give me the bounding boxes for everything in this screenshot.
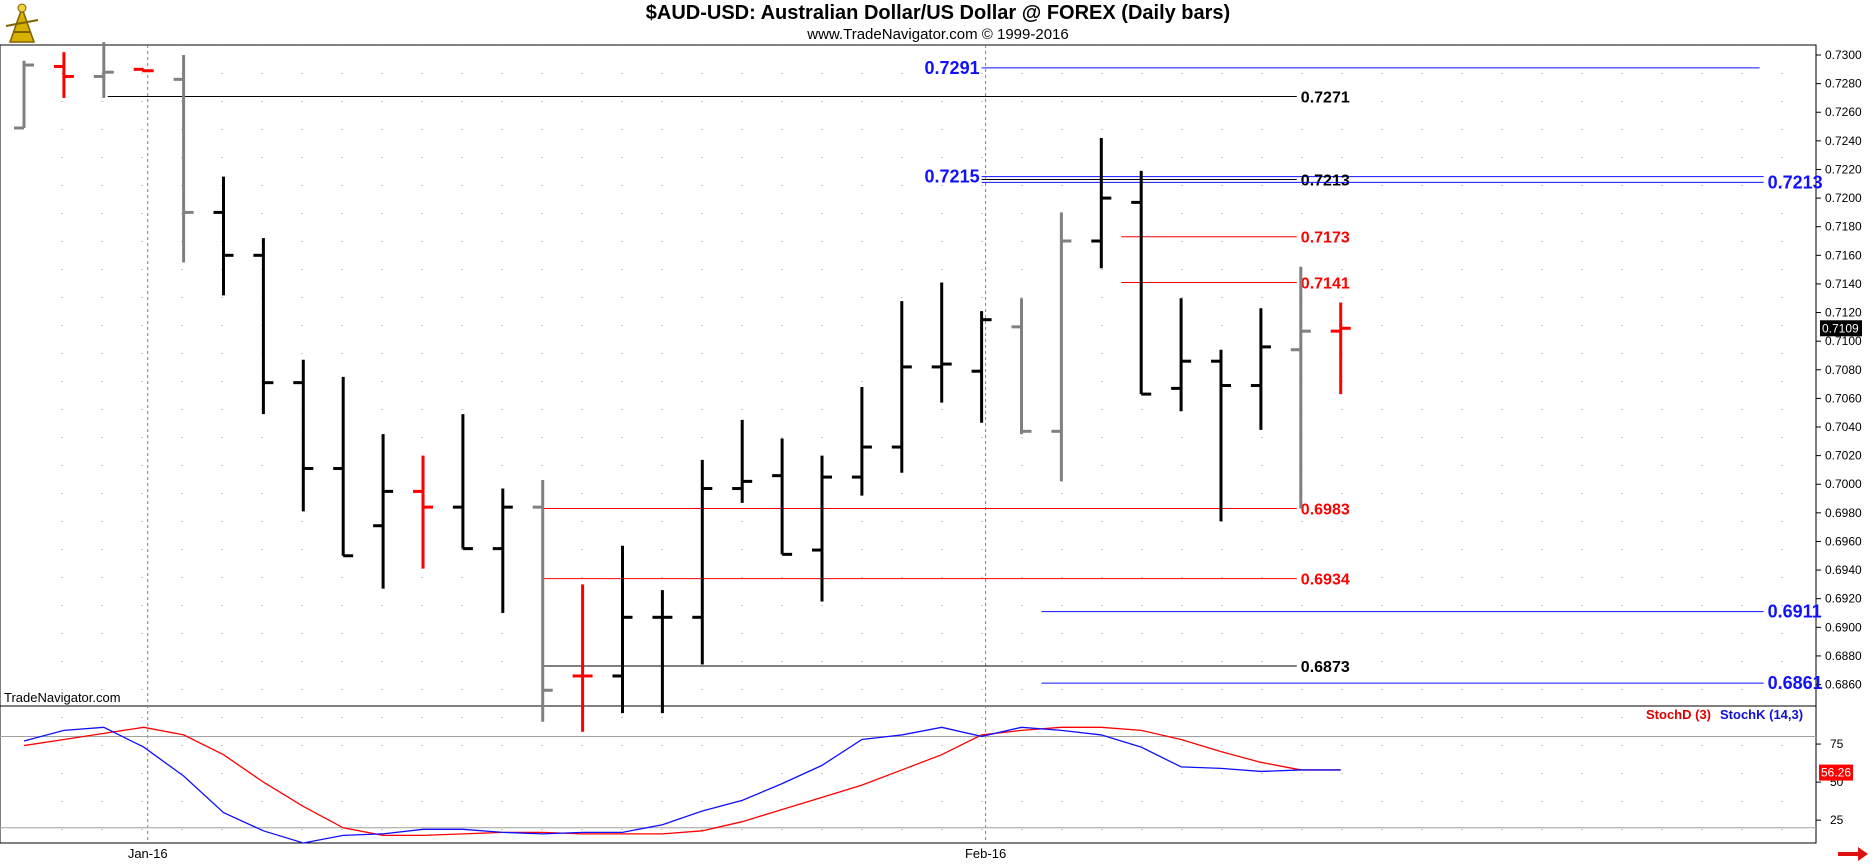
- ohlc-bar: [1211, 349, 1231, 522]
- level-label: 0.7291: [925, 58, 980, 78]
- ohlc-bar: [772, 438, 793, 556]
- ohlc-bar: [413, 455, 433, 569]
- level-label: 0.7141: [1301, 276, 1350, 293]
- stoch-last-value-label: 56.26: [1821, 766, 1851, 780]
- chart-title: $AUD-USD: Australian Dollar/US Dollar @ …: [645, 2, 1231, 24]
- price-axis-label: 0.7000: [1825, 477, 1862, 491]
- stoch-axis-label: 25: [1830, 813, 1844, 827]
- tradenavigator-logo-icon[interactable]: [2, 2, 42, 44]
- legend-stoch-k: StochK (14,3): [1720, 707, 1804, 722]
- price-axis-label: 0.6960: [1825, 534, 1862, 548]
- price-axis-label: 0.7060: [1825, 391, 1862, 405]
- ohlc-bar: [1051, 212, 1072, 482]
- price-axis-label: 0.6940: [1825, 563, 1862, 577]
- price-axis-label: 0.7280: [1825, 77, 1862, 91]
- price-axis-label: 0.6900: [1825, 620, 1862, 634]
- ohlc-bar: [1011, 298, 1032, 435]
- watermark-label: TradeNavigator.com: [4, 690, 121, 705]
- ohlc-bar: [532, 479, 553, 722]
- stoch-last-value-tag: [1819, 764, 1853, 781]
- ohlc-bar: [1171, 298, 1192, 412]
- stoch-d-line: [23, 726, 1341, 837]
- level-label: 0.6873: [1301, 659, 1350, 676]
- ohlc-bar: [1330, 302, 1351, 395]
- price-axis-label: 0.7160: [1825, 248, 1862, 262]
- ohlc-bar: [1290, 266, 1311, 509]
- ohlc-bar: [652, 590, 673, 714]
- price-axis-label: 0.7200: [1825, 191, 1862, 205]
- price-axis-label: 0.7180: [1825, 220, 1862, 234]
- price-axis-label: 0.7220: [1825, 162, 1862, 176]
- ohlc-bar: [14, 60, 34, 130]
- ohlc-bar: [93, 42, 114, 98]
- ohlc-bar: [692, 459, 713, 665]
- level-label: 0.6861: [1768, 673, 1823, 693]
- price-axis-label: 0.6860: [1825, 678, 1862, 692]
- ohlc-bar: [133, 67, 154, 73]
- price-axis-label: 0.7120: [1825, 306, 1862, 320]
- ohlc-bar: [572, 584, 593, 732]
- ohlc-bar: [53, 52, 74, 98]
- ohlc-bar: [213, 176, 234, 296]
- ohlc-bar: [931, 282, 952, 403]
- ohlc-bar: [732, 419, 753, 503]
- ohlc-bar: [891, 301, 912, 473]
- ohlc-bars: [14, 42, 1351, 732]
- chart-subtitle: www.TradeNavigator.com © 1999-2016: [807, 26, 1069, 43]
- date-axis-label: Jan-16: [128, 846, 168, 861]
- date-axis-label: Feb-16: [965, 846, 1006, 861]
- last-price-tag: [1820, 320, 1862, 337]
- price-grid: [61, 45, 1783, 843]
- price-axis-label: 0.6980: [1825, 506, 1862, 520]
- last-price-label: 0.7109: [1822, 321, 1859, 335]
- ohlc-bar: [1091, 137, 1112, 269]
- scroll-right-arrow-icon[interactable]: [1838, 847, 1868, 861]
- price-axis-label: 0.7080: [1825, 363, 1862, 377]
- ohlc-bar: [1131, 170, 1152, 396]
- stoch-k-line: [23, 726, 1341, 844]
- level-label: 0.6911: [1768, 602, 1822, 622]
- ohlc-bar: [293, 359, 314, 512]
- ohlc-bar: [373, 434, 394, 589]
- ohlc-bar: [253, 238, 274, 415]
- price-axis-label: 0.7260: [1825, 105, 1862, 119]
- price-axis-label: 0.7100: [1825, 334, 1862, 348]
- ohlc-bar: [452, 414, 473, 551]
- level-label: 0.6934: [1301, 572, 1350, 589]
- ohlc-bar: [971, 311, 992, 423]
- stoch-axis-label: 75: [1830, 737, 1844, 751]
- ohlc-bar: [812, 455, 832, 602]
- price-axis-label: 0.7040: [1825, 420, 1862, 434]
- price-axis-label: 0.7020: [1825, 449, 1862, 463]
- ohlc-bar: [173, 55, 194, 263]
- ohlc-bar: [333, 376, 354, 558]
- level-label: 0.7215: [925, 167, 980, 187]
- ohlc-bar: [851, 386, 872, 496]
- ohlc-bar: [612, 545, 633, 714]
- price-axis-label: 0.7240: [1825, 134, 1862, 148]
- level-label: 0.7271: [1301, 90, 1350, 107]
- level-label: 0.7173: [1301, 230, 1350, 247]
- legend-stoch-d: StochD (3): [1646, 707, 1711, 722]
- price-axis-label: 0.6880: [1825, 649, 1862, 663]
- ohlc-bar: [492, 488, 513, 614]
- price-axis-label: 0.7140: [1825, 277, 1862, 291]
- plot-frame: [0, 44, 1817, 844]
- level-label: 0.7213: [1301, 172, 1350, 189]
- price-axis-label: 0.7300: [1825, 48, 1862, 62]
- ohlc-bar: [1250, 308, 1271, 430]
- level-label: 0.6983: [1301, 502, 1350, 519]
- price-axis-label: 0.6920: [1825, 592, 1862, 606]
- level-label: 0.7213: [1768, 172, 1823, 192]
